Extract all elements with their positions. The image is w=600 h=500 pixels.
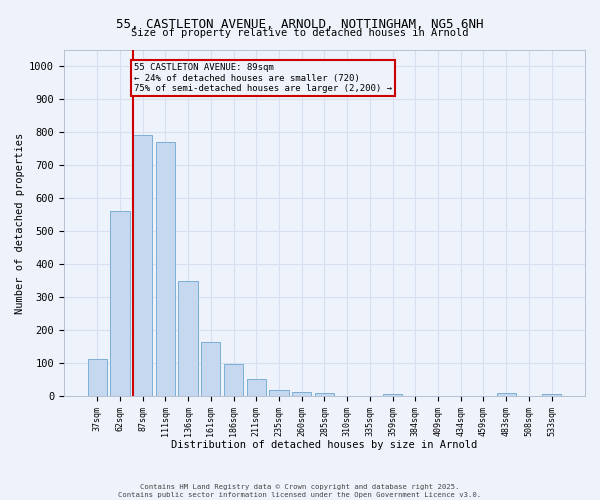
Bar [269, 390, 289, 396]
Text: 55, CASTLETON AVENUE, ARNOLD, NOTTINGHAM, NG5 6NH: 55, CASTLETON AVENUE, ARNOLD, NOTTINGHAM… [116, 18, 484, 30]
Text: Size of property relative to detached houses in Arnold: Size of property relative to detached ho… [131, 28, 469, 38]
Bar [497, 394, 516, 396]
Bar [133, 134, 152, 396]
Bar [178, 280, 198, 396]
Text: Contains HM Land Registry data © Crown copyright and database right 2025.
Contai: Contains HM Land Registry data © Crown c… [118, 484, 482, 498]
Y-axis label: Number of detached properties: Number of detached properties [15, 132, 25, 314]
Bar [383, 394, 402, 396]
Bar [156, 142, 175, 396]
Bar [247, 379, 266, 396]
Bar [315, 394, 334, 396]
Bar [292, 392, 311, 396]
Text: 55 CASTLETON AVENUE: 89sqm
← 24% of detached houses are smaller (720)
75% of sem: 55 CASTLETON AVENUE: 89sqm ← 24% of deta… [134, 63, 392, 93]
Bar [224, 364, 243, 396]
Bar [88, 359, 107, 396]
Bar [542, 394, 562, 396]
X-axis label: Distribution of detached houses by size in Arnold: Distribution of detached houses by size … [172, 440, 478, 450]
Bar [201, 342, 220, 396]
Bar [110, 210, 130, 396]
